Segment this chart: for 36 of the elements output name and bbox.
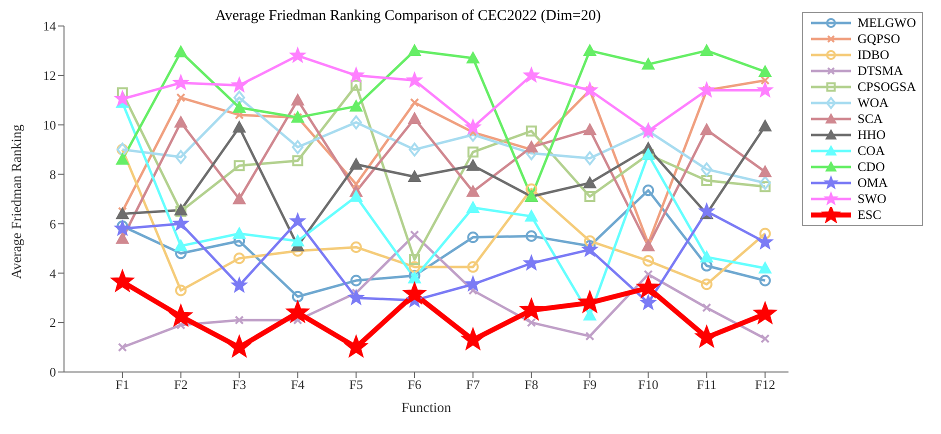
legend-label: ESC bbox=[857, 207, 882, 223]
x-tick-label: F8 bbox=[524, 377, 538, 392]
legend-label: CDO bbox=[857, 159, 885, 175]
x-tick-label: F6 bbox=[408, 377, 422, 392]
legend-label: MELGWO bbox=[857, 15, 916, 31]
x-tick-label: F1 bbox=[116, 377, 130, 392]
x-tick-label: F10 bbox=[638, 377, 658, 392]
legend-label: OMA bbox=[857, 175, 888, 191]
legend-label: DTSMA bbox=[857, 63, 903, 79]
y-tick-label: 4 bbox=[50, 266, 56, 281]
y-tick-label: 0 bbox=[50, 364, 56, 380]
legend-label: SCA bbox=[857, 111, 883, 127]
x-tick-label: F5 bbox=[349, 377, 363, 392]
x-tick-label: F7 bbox=[466, 377, 480, 392]
legend-label: SWO bbox=[857, 191, 886, 207]
y-tick-label: 6 bbox=[50, 216, 56, 232]
legend-label: CPSOGSA bbox=[857, 79, 916, 95]
y-tick-label: 12 bbox=[43, 68, 56, 84]
x-tick-label: F9 bbox=[582, 377, 597, 392]
x-tick-label: F11 bbox=[696, 377, 717, 392]
y-tick-label: 2 bbox=[50, 315, 56, 330]
legend-label: WOA bbox=[857, 95, 889, 111]
legend-label: COA bbox=[857, 143, 885, 159]
x-tick-label: F2 bbox=[174, 377, 188, 392]
chart-title: Average Friedman Ranking Comparison of CEC2022 (Dim=20) bbox=[215, 8, 601, 24]
y-tick-label: 10 bbox=[43, 117, 56, 132]
legend-label: IDBO bbox=[857, 47, 890, 63]
x-tick-label: F3 bbox=[232, 377, 246, 392]
legend-label: GQPSO bbox=[857, 31, 900, 47]
x-tick-label: F12 bbox=[754, 377, 776, 392]
x-tick-label: F4 bbox=[290, 377, 306, 392]
y-tick-label: 14 bbox=[43, 18, 56, 34]
y-tick-label: 8 bbox=[50, 166, 56, 182]
y-axis-title: Average Friedman Ranking bbox=[10, 124, 25, 279]
x-axis-title: Function bbox=[401, 401, 452, 416]
legend-label: HHO bbox=[857, 127, 886, 143]
